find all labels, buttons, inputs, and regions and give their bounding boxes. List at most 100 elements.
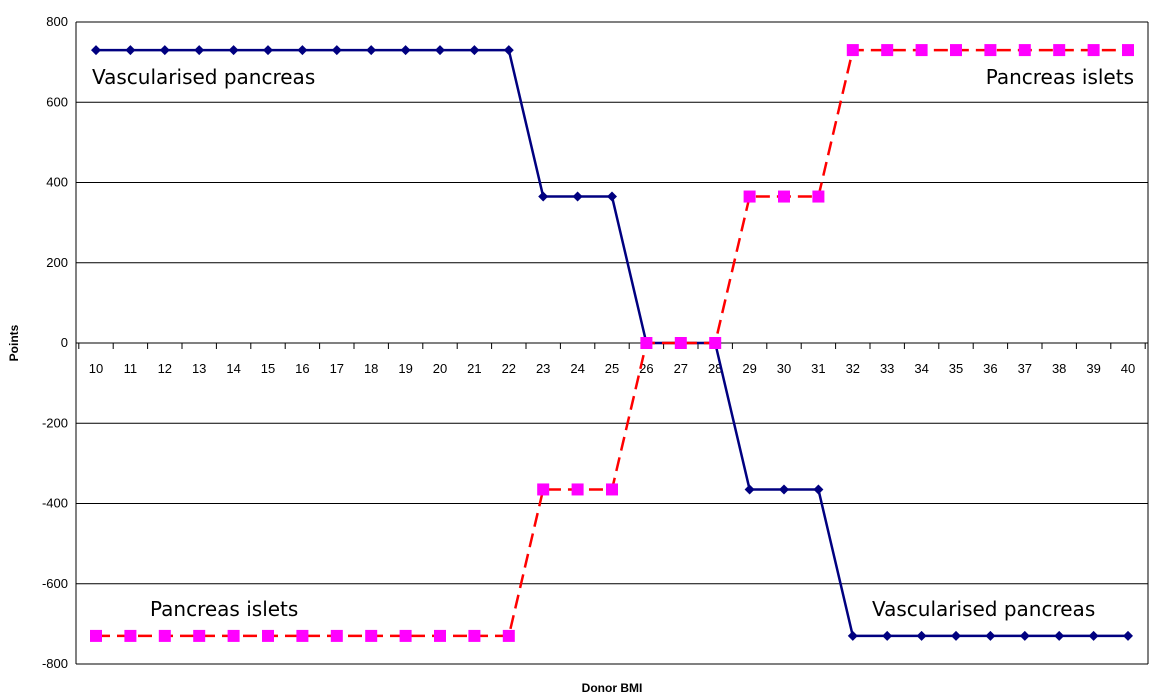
series-0-point [744, 484, 755, 495]
series-0-point [1054, 630, 1065, 641]
series-1-point [1018, 44, 1031, 57]
y-tick-label: 200 [46, 255, 68, 270]
series-0-point [985, 630, 996, 641]
series-1-point [571, 483, 584, 496]
y-tick-label: 800 [46, 14, 68, 29]
x-tick-label: 10 [89, 361, 103, 376]
series-1-point [537, 483, 550, 496]
y-tick-label: 400 [46, 175, 68, 190]
series-0-point [847, 630, 858, 641]
y-tick-label: -200 [42, 415, 68, 430]
series-1-point [915, 44, 928, 57]
series-1-point [1087, 44, 1100, 57]
series-1-point [90, 629, 102, 642]
series-0-point [297, 45, 308, 56]
annotation-pancreas-islets-top: Pancreas islets [986, 65, 1134, 89]
series-0-point [435, 45, 445, 56]
series-1-point [846, 44, 859, 57]
y-tick-label: 600 [46, 94, 68, 109]
annotation-pancreas-islets-bottom: Pancreas islets [150, 597, 298, 621]
x-tick-label: 28 [708, 361, 722, 376]
series-1-point [399, 629, 412, 642]
gridlines [76, 21, 1148, 665]
x-tick-label: 18 [364, 361, 378, 376]
series-0-point [503, 45, 514, 56]
x-tick-label: 21 [467, 361, 481, 376]
x-tick-label: 23 [536, 361, 550, 376]
series-1-point [468, 629, 481, 642]
y-tick-label: -800 [42, 656, 68, 671]
annotation-vascularised-pancreas-bottom: Vascularised pancreas [872, 597, 1095, 621]
series-0-point [91, 45, 101, 56]
x-tick-label: 39 [1086, 361, 1100, 376]
series-0-point [538, 191, 549, 202]
y-tick-label: -400 [42, 496, 68, 511]
series-0-point [779, 484, 789, 495]
x-tick-label: 14 [226, 361, 240, 376]
x-tick-label: 19 [398, 361, 412, 376]
x-tick-label: 40 [1121, 361, 1135, 376]
series-0-point [1123, 630, 1133, 641]
x-tick-label: 24 [570, 361, 584, 376]
series-0-point [916, 630, 927, 641]
series-1-point [778, 190, 790, 203]
series-1-point [640, 337, 653, 349]
series-0-point [469, 45, 480, 56]
series-1-point [296, 629, 309, 642]
x-tick-label: 34 [914, 361, 928, 376]
x-tick-label: 13 [192, 361, 206, 376]
series-0-point [951, 630, 961, 641]
series-1-point [606, 483, 618, 496]
y-tick-label: 0 [61, 335, 68, 350]
series-1-point [193, 629, 206, 642]
x-tick-label: 20 [433, 361, 447, 376]
series-1-point [330, 629, 343, 642]
x-tick-label: 29 [742, 361, 756, 376]
series-1-point [434, 629, 446, 642]
series-0-point [1019, 630, 1030, 641]
series-0-point [263, 45, 273, 56]
series-1-point [262, 629, 274, 642]
y-tick-label: -600 [42, 576, 68, 591]
x-tick-label: 37 [1018, 361, 1032, 376]
series-0-point [125, 45, 136, 56]
series-1-point [743, 190, 756, 203]
series-1-point [227, 629, 240, 642]
series-1-point [502, 629, 515, 642]
annotation-vascularised-pancreas-top: Vascularised pancreas [92, 65, 315, 89]
series-1-point [365, 629, 378, 642]
series-0-point [882, 630, 893, 641]
series-0-point [400, 45, 411, 56]
series-0-point [331, 45, 342, 56]
x-tick-label: 35 [949, 361, 963, 376]
x-tick-label: 12 [158, 361, 172, 376]
series-1-point [124, 629, 137, 642]
x-tick-label: 36 [983, 361, 997, 376]
x-tick-label: 16 [295, 361, 309, 376]
annotations: Vascularised pancreas Pancreas islets Pa… [92, 65, 1134, 621]
series-0-point [159, 45, 170, 56]
series-1-point [950, 44, 962, 57]
x-tick-label: 15 [261, 361, 275, 376]
series-0-point [607, 191, 617, 202]
y-axis-title: Points [7, 324, 21, 361]
series-1-point [1053, 44, 1066, 57]
x-tick-label: 33 [880, 361, 894, 376]
series [90, 44, 1134, 642]
series-1-point [158, 629, 171, 642]
x-tick-label: 38 [1052, 361, 1066, 376]
x-tick-label: 30 [777, 361, 791, 376]
x-tick-label: 32 [846, 361, 860, 376]
series-0-point [1088, 630, 1099, 641]
series-1-point [1122, 44, 1134, 57]
series-0-point [366, 45, 377, 56]
x-tick-label: 17 [330, 361, 344, 376]
x-tick-label: 22 [502, 361, 516, 376]
x-tick-label: 31 [811, 361, 825, 376]
series-0-point [194, 45, 205, 56]
series-1-point [812, 190, 825, 203]
series-0-point [228, 45, 239, 56]
series-1-point [881, 44, 894, 57]
y-tick-labels: 800 600 400 200 0 -200 -400 -600 -800 [42, 14, 68, 671]
